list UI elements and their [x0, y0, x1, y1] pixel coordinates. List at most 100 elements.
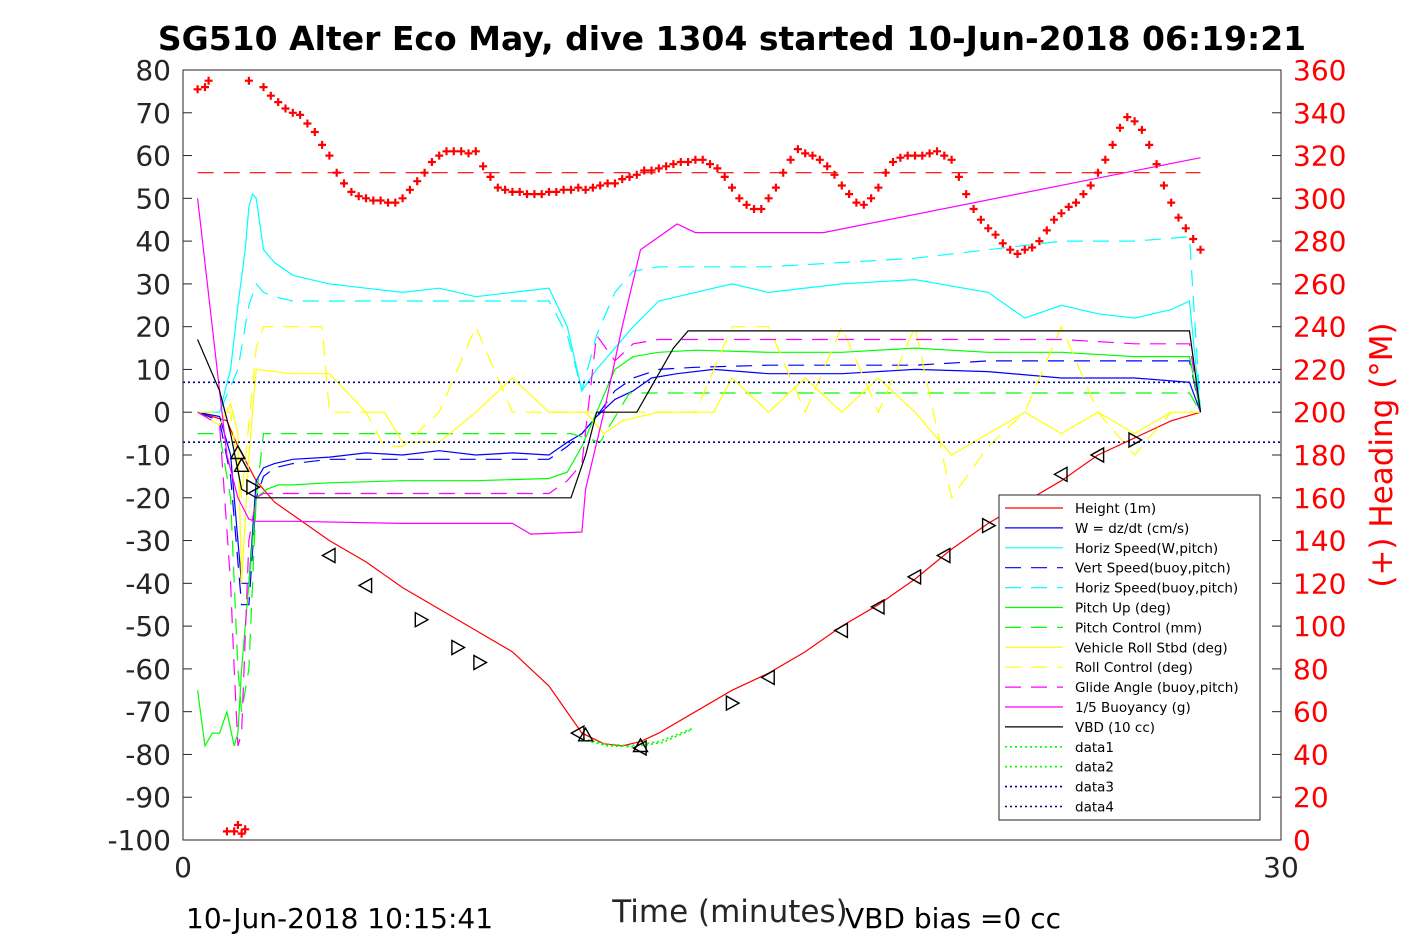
y-tick-label: -10 [125, 439, 171, 472]
heading-point [201, 83, 209, 92]
legend-entry: data4 [1075, 800, 1114, 816]
y-tick-label: -80 [125, 738, 171, 771]
heading-point [354, 192, 363, 201]
heading-point [1020, 245, 1029, 254]
heading-point [823, 162, 832, 171]
heading-point [1181, 224, 1190, 233]
legend-entry: data1 [1075, 740, 1114, 756]
legend-entry: Horiz Speed(buoy,pitch) [1075, 581, 1238, 597]
heading-point [1094, 168, 1102, 177]
heading-point [779, 168, 788, 177]
heading-point [867, 194, 876, 203]
heading-point [889, 158, 897, 166]
legend-entry: Pitch Up (deg) [1075, 601, 1171, 617]
heading-point [420, 168, 429, 177]
heading-point [676, 158, 685, 166]
series-line-12 [197, 330, 1202, 499]
heading-point [1057, 209, 1066, 218]
y-tick-label: -100 [107, 824, 171, 857]
height-marker [906, 568, 922, 586]
heading-point [574, 183, 583, 192]
heading-point [244, 76, 253, 85]
heading-point [1072, 198, 1080, 207]
heading-point [618, 175, 627, 184]
heading-point [596, 181, 605, 190]
heading-point [998, 239, 1007, 248]
height-marker-layer [229, 431, 1144, 757]
y-right-tick-label: 200 [1293, 396, 1346, 429]
heading-point [896, 153, 905, 162]
heading-point [742, 200, 751, 209]
series-line-5 [197, 236, 1202, 413]
legend-entry: VBD (10 cc) [1075, 720, 1155, 736]
y-tick-label: -70 [125, 696, 171, 729]
heading-point [728, 183, 736, 192]
heading-point [1064, 202, 1073, 211]
heading-point [640, 166, 649, 175]
heading-point [204, 76, 213, 85]
height-marker [357, 577, 373, 594]
heading-point [991, 230, 1000, 239]
x-tick-label: 0 [174, 851, 192, 884]
heading-point [398, 194, 407, 203]
y-right-tick-label: 20 [1293, 781, 1329, 814]
heading-point [288, 108, 297, 117]
heading-point [984, 224, 993, 233]
heading-point [874, 183, 883, 192]
heading-point [603, 179, 612, 188]
heading-point [274, 98, 283, 107]
heading-point [1189, 235, 1198, 243]
chart-title: SG510 Alter Eco May, dive 1304 started 1… [158, 19, 1306, 58]
y-right-tick-label: 340 [1293, 97, 1346, 130]
y-axis-right-label: (+) Heading (°M) [1364, 322, 1400, 587]
height-marker [233, 457, 250, 472]
heading-point [1130, 117, 1139, 126]
legend-entry: data3 [1075, 780, 1114, 796]
y-right-tick-label: 60 [1293, 696, 1329, 729]
y-right-tick-label: 280 [1293, 225, 1346, 258]
y-tick-label: 40 [135, 225, 171, 258]
heading-point [391, 198, 400, 207]
series-line-8 [197, 368, 1201, 584]
heading-point [464, 149, 473, 158]
y-right-tick-label: 320 [1293, 140, 1346, 173]
heading-point [852, 198, 861, 207]
heading-point [347, 187, 356, 196]
heading-point [427, 158, 436, 166]
heading-point [193, 85, 202, 94]
legend-entry: Height (1m) [1075, 501, 1156, 517]
heading-point [1152, 160, 1161, 169]
x-axis: 0 30 [174, 831, 1299, 884]
heading-point [933, 147, 941, 156]
heading-point [771, 183, 780, 192]
heading-point [881, 168, 890, 177]
y-tick-label: 10 [135, 353, 171, 386]
height-marker [1089, 446, 1105, 464]
heading-point [918, 151, 927, 160]
y-tick-label: -30 [125, 525, 171, 558]
footer-timestamp: 10-Jun-2018 10:15:41 [186, 902, 493, 935]
heading-point [764, 194, 773, 203]
y-right-tick-label: 180 [1293, 439, 1346, 472]
heading-point [1145, 140, 1154, 149]
heading-point [1196, 245, 1205, 254]
heading-point [479, 162, 488, 171]
height-marker [1128, 431, 1144, 449]
legend-entry: Vehicle Roll Stbd (deg) [1075, 640, 1228, 656]
y-tick-label: 30 [135, 268, 171, 301]
y-right-tick-label: 100 [1293, 610, 1346, 643]
legend-entry: W = dz/dt (cm/s) [1075, 521, 1189, 537]
height-marker [632, 739, 647, 757]
legend-entry: Horiz Speed(W,pitch) [1075, 541, 1218, 557]
height-marker [833, 622, 849, 639]
legend-entry: Glide Angle (buoy,pitch) [1075, 680, 1239, 696]
y-tick-label: 50 [135, 182, 171, 215]
y-right-tick-label: 220 [1293, 353, 1346, 386]
heading-point [552, 187, 561, 196]
legend-box [998, 494, 1261, 821]
heading-point [530, 190, 539, 199]
heading-point [1159, 181, 1168, 190]
heading-point [325, 151, 334, 160]
y-tick-label: -90 [125, 781, 171, 814]
